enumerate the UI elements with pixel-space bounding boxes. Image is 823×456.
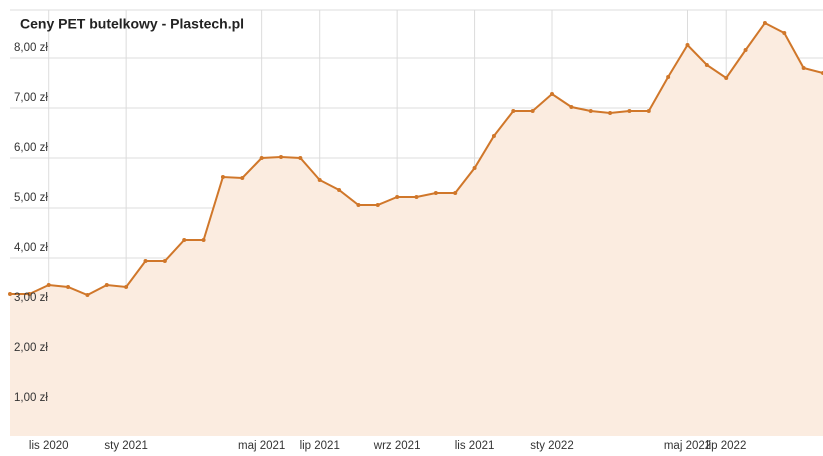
- point: [491, 134, 496, 138]
- point: [433, 191, 438, 195]
- point: [666, 75, 671, 79]
- point: [104, 283, 109, 287]
- point: [588, 109, 593, 113]
- point: [782, 31, 787, 35]
- y-tick-label: 7,00 zł: [14, 92, 48, 104]
- y-tick-label: 4,00 zł: [14, 242, 48, 254]
- point: [685, 43, 690, 47]
- point: [66, 285, 71, 289]
- point: [240, 176, 245, 180]
- point: [414, 195, 419, 199]
- point: [530, 109, 535, 113]
- point: [317, 178, 322, 182]
- y-tick-label: 3,00 zł: [14, 292, 48, 304]
- x-tick-label: lis 2020: [29, 440, 69, 452]
- point: [259, 156, 264, 160]
- point: [395, 195, 400, 199]
- y-tick-label: 2,00 zł: [14, 342, 48, 354]
- area: [10, 23, 823, 436]
- point: [453, 191, 458, 195]
- plot: [8, 21, 823, 436]
- point: [724, 76, 729, 80]
- chart-title: Ceny PET butelkowy - Plastech.pl: [20, 16, 244, 32]
- point: [298, 156, 303, 160]
- x-tick-label: wrz 2021: [373, 440, 421, 452]
- point: [85, 293, 90, 297]
- point: [220, 175, 225, 179]
- point: [472, 166, 477, 170]
- point: [762, 21, 767, 25]
- point: [8, 292, 12, 296]
- point: [375, 203, 380, 207]
- point: [143, 259, 148, 263]
- point: [646, 109, 651, 113]
- x-tick-label: maj 2022: [664, 440, 711, 452]
- y-tick-label: 5,00 zł: [14, 192, 48, 204]
- point: [356, 203, 361, 207]
- point: [511, 109, 516, 113]
- x-tick-label: sty 2022: [530, 440, 573, 452]
- point: [182, 238, 187, 242]
- x-tick-label: lis 2021: [455, 440, 495, 452]
- x-tick-label: lip 2021: [300, 440, 340, 452]
- x-tick-label: lip 2022: [706, 440, 746, 452]
- y-tick-label: 8,00 zł: [14, 42, 48, 54]
- y-tick-label: 1,00 zł: [14, 392, 48, 404]
- point: [569, 105, 574, 109]
- point: [27, 292, 32, 296]
- point: [201, 238, 206, 242]
- y-tick-label: 6,00 zł: [14, 142, 48, 154]
- point: [550, 92, 554, 96]
- point: [46, 283, 51, 287]
- point: [337, 188, 342, 192]
- x-tick-label: maj 2021: [238, 440, 285, 452]
- point: [743, 48, 748, 52]
- point: [279, 155, 283, 159]
- point: [801, 66, 806, 70]
- point: [162, 259, 167, 263]
- point: [124, 285, 129, 289]
- point: [627, 109, 632, 113]
- point: [608, 111, 613, 115]
- point: [704, 63, 709, 67]
- x-tick-label: sty 2021: [104, 440, 147, 452]
